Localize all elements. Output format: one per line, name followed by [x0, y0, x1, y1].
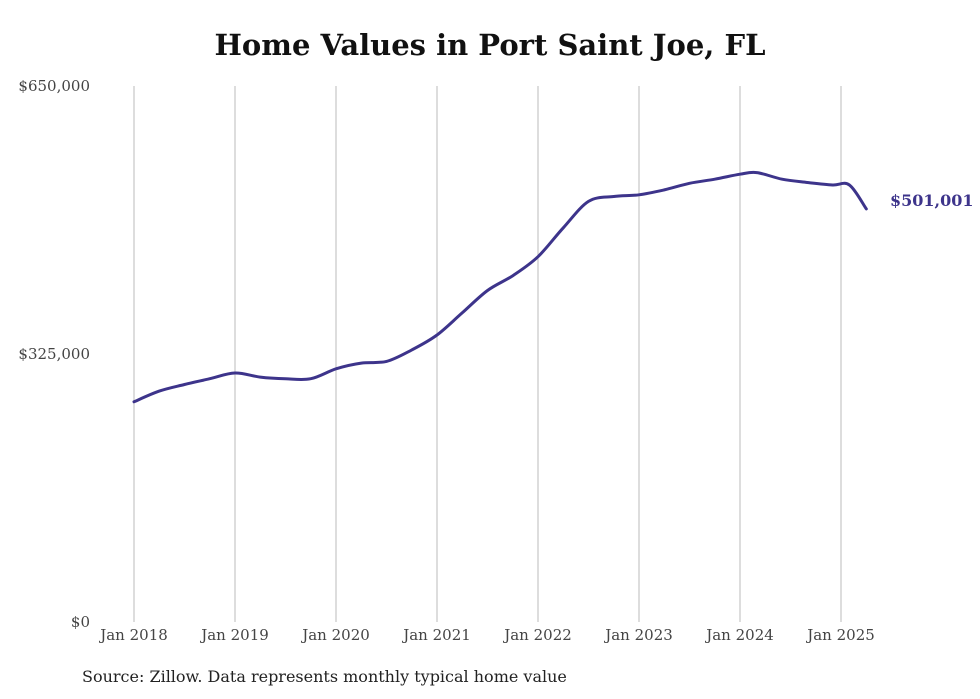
chart-title: Home Values in Port Saint Joe, FL: [214, 28, 766, 62]
end-value-label: $501,001: [890, 191, 974, 210]
x-tick-label: Jan 2021: [401, 626, 471, 644]
x-tick-label: Jan 2022: [502, 626, 572, 644]
x-tick-label: Jan 2023: [603, 626, 673, 644]
x-tick-label: Jan 2020: [300, 626, 370, 644]
y-tick-label: $325,000: [18, 345, 90, 363]
y-tick-label: $0: [71, 613, 90, 631]
source-note: Source: Zillow. Data represents monthly …: [82, 667, 567, 686]
x-tick-label: Jan 2019: [199, 626, 269, 644]
x-tick-label: Jan 2018: [98, 626, 168, 644]
x-axis: Jan 2018 Jan 2019 Jan 2020 Jan 2021 Jan 2022…: [98, 626, 875, 644]
y-tick-label: $650,000: [18, 77, 90, 95]
gridlines: [133, 86, 842, 622]
x-tick-label: Jan 2025: [805, 626, 875, 644]
y-axis: $0 $325,000 $650,000: [18, 77, 90, 631]
x-tick-label: Jan 2024: [704, 626, 774, 644]
series-layer: [132, 170, 868, 404]
home-value-line: [132, 170, 868, 404]
line-chart: $0$325,000$650,000 Jan 2018 Jan 2019 Jan 2…: [18, 77, 974, 644]
